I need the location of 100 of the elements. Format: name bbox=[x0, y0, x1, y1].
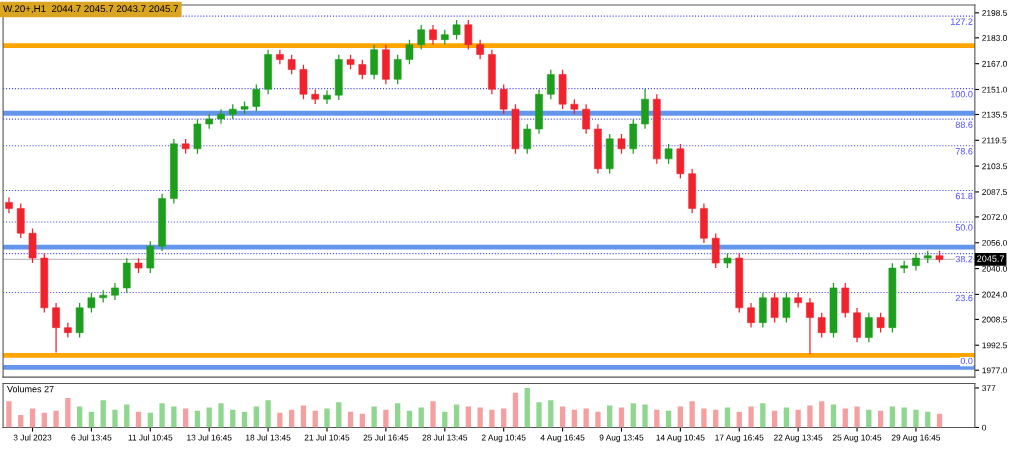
bar bbox=[701, 408, 707, 428]
bar bbox=[854, 406, 860, 428]
annotation: 50.0 bbox=[955, 224, 973, 231]
candlestick bbox=[429, 24, 437, 46]
candlestick bbox=[217, 108, 225, 125]
bar bbox=[171, 406, 177, 428]
y-tick-label: 0 bbox=[982, 424, 987, 431]
bar bbox=[936, 413, 943, 428]
bar bbox=[371, 406, 377, 428]
y-tick-label: 2040.0 bbox=[982, 265, 1007, 272]
x-tick-label: 11 Jul 10:45 bbox=[128, 434, 173, 441]
bar bbox=[88, 411, 95, 428]
candlestick bbox=[405, 39, 414, 65]
bar bbox=[347, 411, 354, 428]
x-tick-label: 28 Jul 13:45 bbox=[422, 434, 468, 441]
candlestick bbox=[499, 83, 508, 115]
bar bbox=[324, 408, 330, 428]
bar bbox=[795, 409, 801, 428]
candlestick bbox=[476, 39, 484, 60]
x-tick-label: 4 Aug 16:45 bbox=[540, 434, 585, 443]
bar bbox=[630, 403, 636, 428]
bar bbox=[241, 411, 248, 428]
candlestick bbox=[87, 292, 96, 314]
bar bbox=[194, 410, 201, 428]
x-tick-label: 6 Jul 13:45 bbox=[71, 434, 112, 441]
annotation: 23.6 bbox=[955, 294, 973, 302]
y-tick-label: 2119.5 bbox=[982, 137, 1007, 144]
y-tick-label: 2198.5 bbox=[982, 10, 1007, 16]
annotation: 78.6 bbox=[955, 148, 973, 155]
y-tick-label: 2072.0 bbox=[982, 214, 1007, 221]
bar bbox=[724, 407, 731, 428]
x-tick-label: 25 Aug 10:45 bbox=[832, 434, 882, 443]
x-tick-label: 17 Aug 16:45 bbox=[715, 434, 764, 443]
bar bbox=[571, 409, 578, 428]
candlestick bbox=[664, 143, 673, 165]
bar bbox=[265, 400, 271, 428]
annotation: 38.2 bbox=[955, 255, 973, 263]
bar bbox=[713, 409, 719, 428]
bar bbox=[395, 403, 401, 428]
bar bbox=[665, 410, 672, 428]
bar bbox=[206, 407, 212, 428]
chart-title: W.20+,H1 2044.7 2045.7 2043.7 2045.7 bbox=[3, 5, 178, 14]
bar bbox=[442, 411, 448, 428]
y-tick-label: 377 bbox=[982, 385, 996, 392]
bar bbox=[583, 408, 589, 428]
bar bbox=[477, 407, 483, 428]
y-tick-label: 2008.5 bbox=[982, 316, 1007, 323]
bar bbox=[418, 407, 424, 428]
x-tick-label: 18 Jul 13:45 bbox=[246, 434, 291, 441]
bar bbox=[112, 409, 118, 428]
bar bbox=[654, 409, 660, 428]
bar bbox=[501, 408, 507, 428]
bar bbox=[901, 407, 907, 428]
y-tick-label: 2183.0 bbox=[982, 35, 1007, 41]
candlestick bbox=[617, 133, 626, 155]
x-tick-label: 9 Aug 13:45 bbox=[599, 434, 644, 443]
candlestick bbox=[287, 54, 296, 75]
bar bbox=[548, 400, 554, 428]
bar bbox=[383, 409, 389, 428]
candlestick bbox=[52, 302, 60, 354]
bar bbox=[18, 414, 24, 428]
bar bbox=[218, 403, 224, 428]
x-tick-label: 22 Aug 13:45 bbox=[774, 434, 823, 443]
candlestick bbox=[146, 240, 155, 274]
bar bbox=[877, 410, 884, 428]
bar bbox=[512, 392, 519, 428]
x-tick-label: 13 Jul 16:45 bbox=[187, 434, 232, 441]
bar bbox=[312, 410, 318, 428]
y-tick-label: 2087.5 bbox=[982, 189, 1007, 196]
bar bbox=[866, 409, 872, 428]
bar bbox=[536, 402, 542, 428]
candlestick bbox=[393, 54, 402, 85]
bar bbox=[230, 409, 236, 428]
candlestick bbox=[523, 123, 532, 155]
bar bbox=[183, 408, 189, 428]
candlestick bbox=[817, 312, 826, 339]
bar bbox=[842, 408, 848, 428]
candlestick bbox=[546, 69, 555, 100]
y-tick-label: 1977.0 bbox=[982, 367, 1007, 374]
bar bbox=[830, 404, 837, 428]
y-tick-label: 2167.0 bbox=[982, 60, 1007, 67]
bar bbox=[41, 412, 47, 428]
candlestick bbox=[582, 103, 590, 135]
bar bbox=[925, 411, 931, 428]
bar bbox=[618, 407, 625, 428]
annotation: 0.0 bbox=[960, 357, 973, 365]
bar bbox=[595, 411, 601, 428]
bar bbox=[807, 405, 813, 428]
chart-title: Volumes 27 bbox=[7, 385, 54, 393]
candlestick bbox=[770, 292, 779, 324]
bar bbox=[760, 403, 766, 428]
candlestick bbox=[358, 59, 367, 80]
bar bbox=[783, 407, 790, 428]
x-tick-label: 29 Aug 16:45 bbox=[891, 434, 941, 443]
candlestick bbox=[806, 297, 814, 355]
bar bbox=[100, 400, 106, 428]
candlestick bbox=[865, 312, 873, 343]
bar bbox=[748, 406, 754, 428]
bar bbox=[677, 406, 684, 428]
y-tick-label: 2151.0 bbox=[982, 86, 1007, 93]
